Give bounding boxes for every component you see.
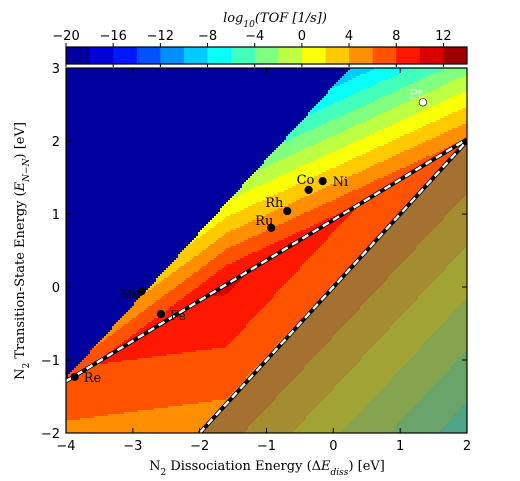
y-tick-label: 3 <box>52 62 60 77</box>
point-label-pt: Pt <box>409 87 424 102</box>
colorbar-cell <box>396 47 420 64</box>
colorbar-cell <box>443 47 467 64</box>
y-tick-label: −2 <box>41 427 60 442</box>
colorbar-tick-label: −4 <box>245 29 264 44</box>
x-tick-label: −2 <box>190 439 209 454</box>
point-label-re: Re <box>84 371 102 386</box>
colorbar-tick-label: −16 <box>99 29 126 44</box>
colorbar-tick-label: −8 <box>198 29 217 44</box>
colorbar-cells <box>66 47 468 64</box>
point-label-rh: Rh <box>265 196 284 211</box>
y-tick-label: 2 <box>52 135 60 150</box>
point-ni <box>319 177 327 185</box>
colorbar-cell <box>66 47 90 64</box>
point-fe <box>157 310 165 318</box>
x-axis-title: N2 Dissociation Energy (ΔEdiss) [eV] <box>149 459 385 478</box>
colorbar-label: log10(TOF [1/s]) <box>223 11 327 30</box>
colorbar-cell <box>255 47 279 64</box>
colorbar-cell <box>90 47 114 64</box>
colorbar-cell <box>420 47 444 64</box>
colorbar-tick-label: 8 <box>392 29 400 44</box>
point-label-ru: Ru <box>255 214 273 229</box>
colorbar-tick-label: 12 <box>435 29 452 44</box>
y-tick-label: 0 <box>52 281 60 296</box>
point-re <box>71 373 79 381</box>
x-tick-label: −1 <box>257 439 276 454</box>
colorbar-cell <box>184 47 208 64</box>
colorbar-cell <box>349 47 373 64</box>
colorbar: log10(TOF [1/s]) −20 −16 −12 −8 −4 0 4 8 12 <box>52 11 467 67</box>
colorbar-tick-label: 4 <box>345 29 353 44</box>
y-tick-label: 1 <box>52 208 60 223</box>
colorbar-cell <box>113 47 137 64</box>
colorbar-tick-label: 0 <box>298 29 306 44</box>
point-label-mo: Mo <box>120 287 141 302</box>
point-label-co: Co <box>297 173 315 188</box>
colorbar-cell <box>160 47 184 64</box>
colorbar-cell <box>302 47 326 64</box>
colorbar-tick-label: −12 <box>147 29 174 44</box>
colorbar-cell <box>137 47 161 64</box>
colorbar-cell <box>373 47 397 64</box>
point-label-fe: Fe <box>170 309 186 324</box>
colorbar-tick-label: −20 <box>52 29 79 44</box>
colorbar-cell <box>325 47 349 64</box>
point-rh <box>283 207 291 215</box>
x-tick-label: 0 <box>329 439 337 454</box>
point-label-ni: Ni <box>333 175 349 190</box>
x-tick-label: 2 <box>463 439 471 454</box>
colorbar-cell <box>231 47 255 64</box>
x-tick-label: 1 <box>396 439 404 454</box>
x-tick-label: −3 <box>123 439 142 454</box>
y-tick-label: −1 <box>41 354 60 369</box>
colorbar-cell <box>278 47 302 64</box>
y-axis-title: N2 Transition-State Energy (EN−N) [eV] <box>13 122 32 380</box>
colorbar-cell <box>208 47 232 64</box>
